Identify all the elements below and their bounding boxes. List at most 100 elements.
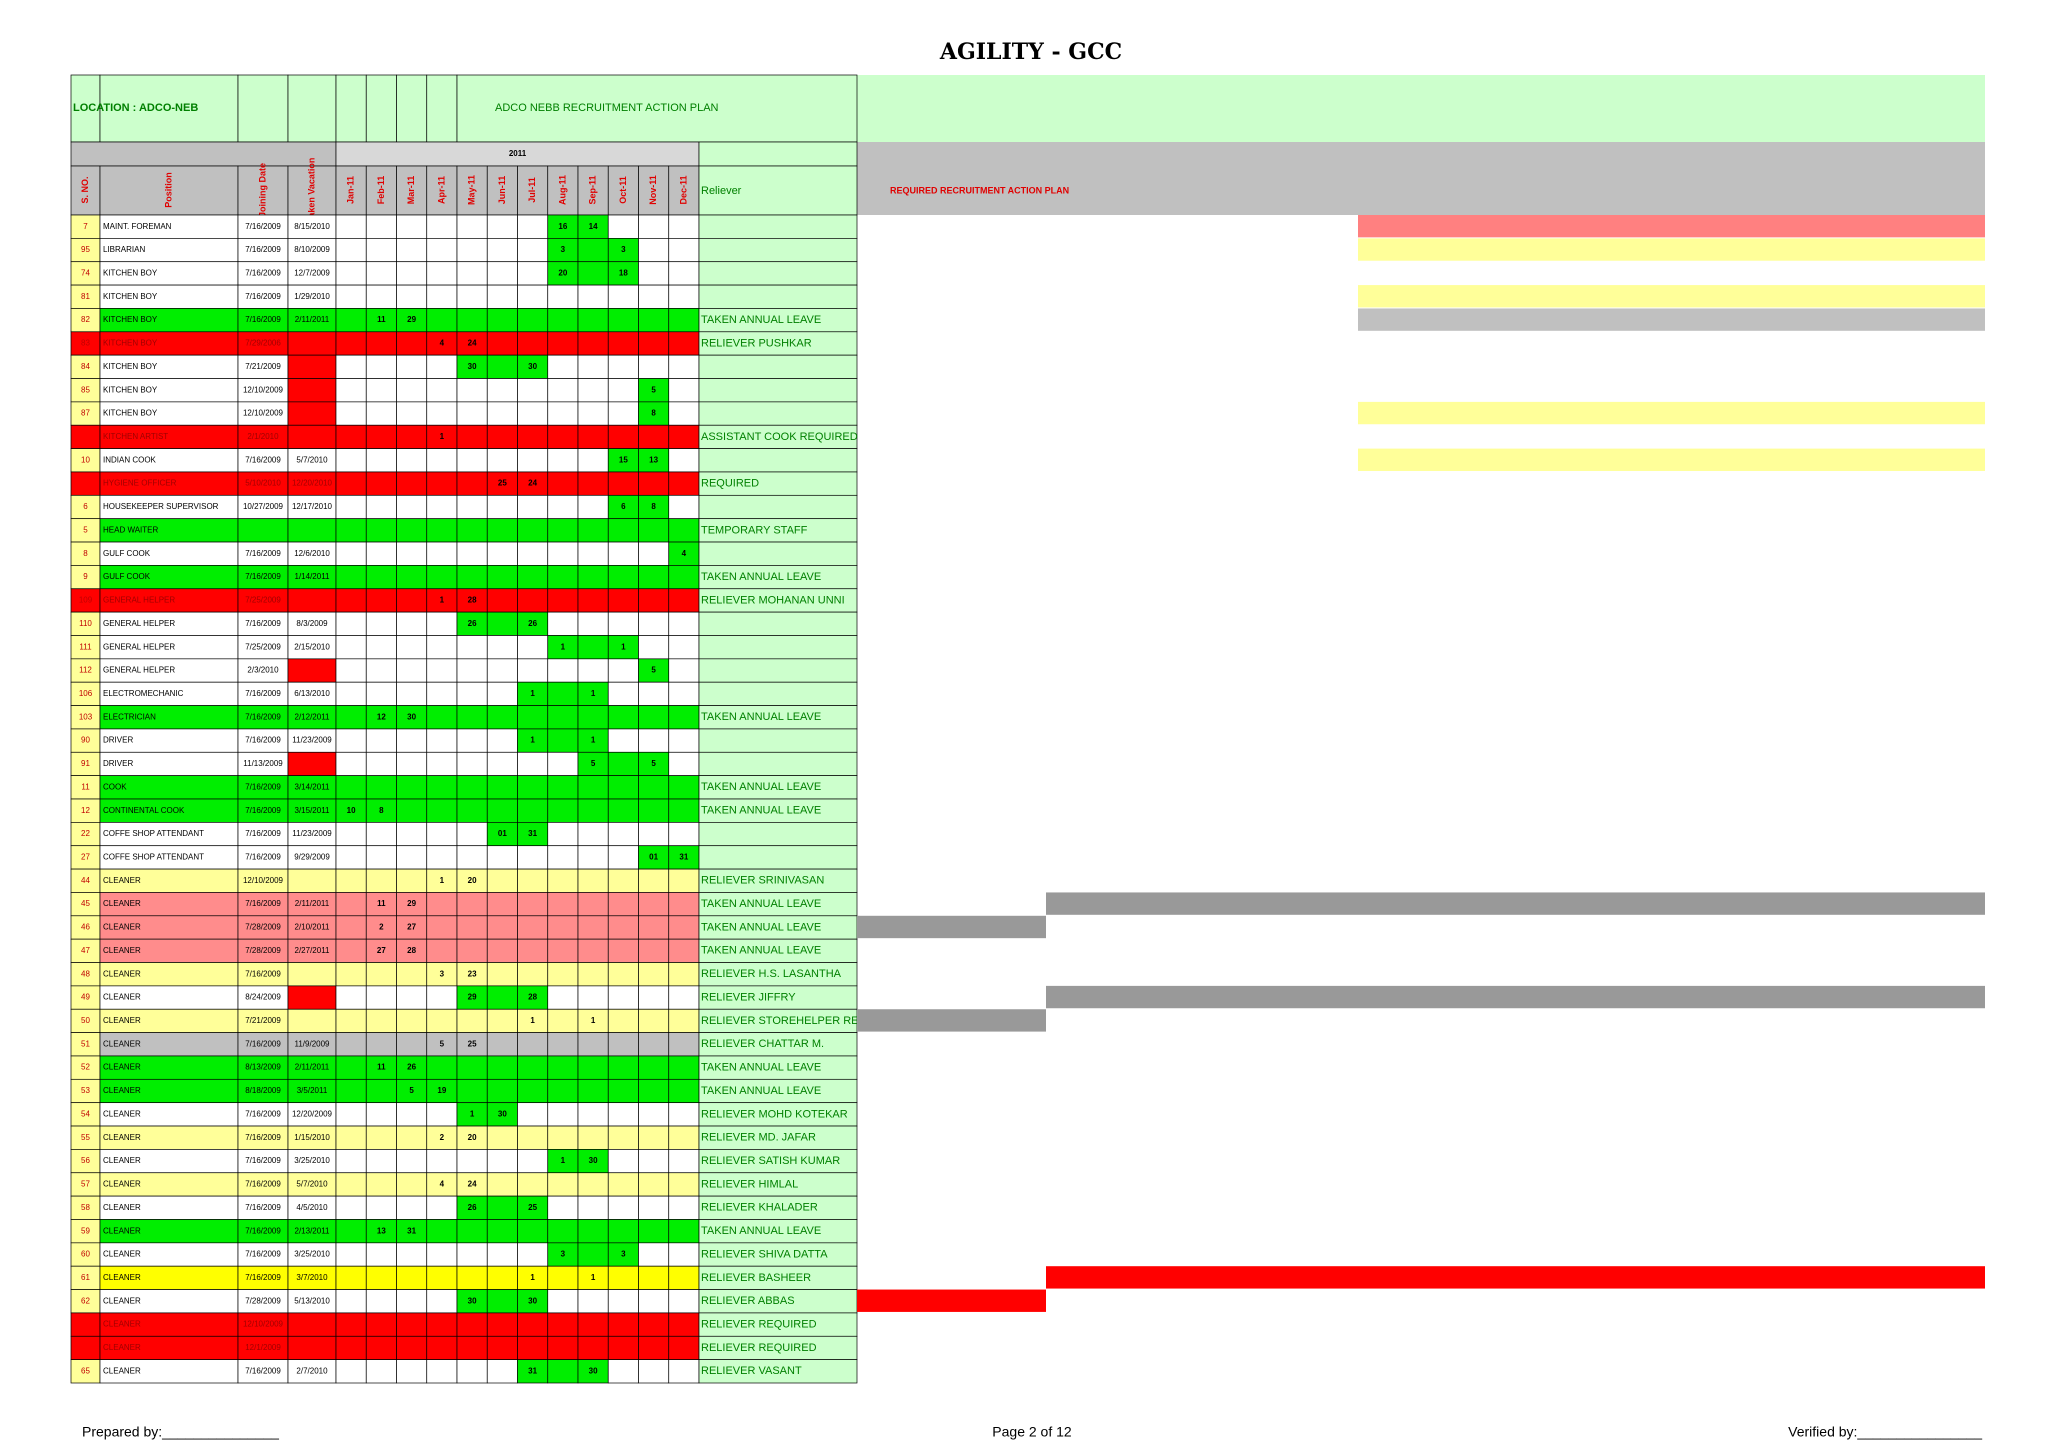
month-cell <box>486 681 518 706</box>
month-cell <box>486 541 518 566</box>
month-header-cell <box>577 165 609 216</box>
month-cell <box>577 261 609 286</box>
reliever-cell <box>698 284 858 309</box>
month-cell <box>396 1242 428 1267</box>
month-cell <box>517 308 549 333</box>
side-bar <box>1358 215 1985 238</box>
month-cell <box>335 401 367 426</box>
month-cell <box>365 658 397 683</box>
month-cell <box>456 845 488 870</box>
position: GULF COOK <box>103 572 151 581</box>
month-cell <box>517 1032 549 1057</box>
month-value: 19 <box>437 1086 446 1095</box>
reliever: TAKEN ANNUAL LEAVE <box>701 921 821 933</box>
month-cell <box>577 705 609 730</box>
month-cell <box>486 518 518 543</box>
month-cell <box>577 238 609 263</box>
vacation-cell <box>287 424 337 449</box>
sno: 90 <box>81 736 90 745</box>
month-value: 24 <box>468 1180 477 1189</box>
month-value: 4 <box>682 549 687 558</box>
month-cell <box>547 1265 579 1290</box>
vacation: 5/7/2010 <box>296 455 328 464</box>
month-cell <box>577 494 609 520</box>
month-cell <box>668 1055 700 1080</box>
month-cell <box>577 1289 609 1314</box>
month-value: 11 <box>377 899 386 908</box>
month-cell <box>335 588 367 613</box>
month-cell <box>365 401 397 426</box>
position: CLEANER <box>103 1109 141 1118</box>
month-cell <box>486 658 518 683</box>
month-cell <box>577 962 609 987</box>
position: KITCHEN ARTIST <box>103 432 168 441</box>
month-value: 1 <box>530 736 535 745</box>
month-cell <box>456 681 488 706</box>
month-cell <box>426 214 458 239</box>
position: GENERAL HELPER <box>103 596 175 605</box>
month-cell <box>668 611 700 636</box>
month-cell <box>426 448 458 473</box>
position: HYGIENE OFFICER <box>103 479 177 488</box>
side-bar <box>1358 308 1985 331</box>
page-number: Page 2 of 12 <box>992 1424 1072 1440</box>
sno: 83 <box>81 339 90 348</box>
month-cell <box>365 238 397 263</box>
side-bar <box>1046 892 1985 915</box>
month-cell <box>517 494 549 520</box>
month-cell <box>426 1312 458 1337</box>
sno: 54 <box>81 1109 90 1118</box>
joining: 8/13/2009 <box>245 1063 281 1072</box>
month-value: 3 <box>561 245 566 254</box>
month-cell <box>668 1312 700 1337</box>
month-cell <box>638 1195 670 1220</box>
vacation: 11/9/2009 <box>295 1039 331 1048</box>
joining: 2/3/2010 <box>247 666 279 675</box>
month-cell <box>335 565 367 590</box>
month-cell <box>547 354 579 379</box>
month-cell <box>335 541 367 566</box>
month-cell <box>517 1312 549 1337</box>
reliever-cell <box>698 401 858 426</box>
month-cell <box>456 261 488 286</box>
joining: 7/16/2009 <box>245 455 281 464</box>
month-value: 3 <box>621 245 626 254</box>
month-cell <box>396 1289 428 1314</box>
month-cell <box>426 1102 458 1127</box>
month-cell <box>396 681 428 706</box>
month-cell <box>486 1359 518 1384</box>
month-cell <box>638 588 670 613</box>
month-value: 1 <box>591 1273 596 1282</box>
month-value: 1 <box>591 689 596 698</box>
vacation: 4/5/2010 <box>296 1203 328 1212</box>
sno: 74 <box>81 269 90 278</box>
month-header: Oct-11 <box>618 176 628 204</box>
month-value: 5 <box>651 385 656 394</box>
month-cell <box>335 1219 367 1244</box>
month-cell <box>335 1055 367 1080</box>
month-cell <box>426 728 458 753</box>
month-header-cell <box>365 165 397 216</box>
vacation: 2/11/2011 <box>295 899 330 908</box>
month-cell <box>365 845 397 870</box>
month-cell <box>396 1195 428 1220</box>
reliever-cell <box>698 261 858 286</box>
position: KITCHEN BOY <box>103 385 158 394</box>
month-cell <box>486 494 518 520</box>
month-value: 15 <box>619 455 628 464</box>
month-value: 16 <box>558 222 567 231</box>
joining: 7/16/2009 <box>245 969 281 978</box>
month-value: 4 <box>440 1180 445 1189</box>
month-cell <box>638 1008 670 1033</box>
month-cell <box>517 378 549 403</box>
month-cell <box>607 1219 639 1244</box>
month-cell <box>607 658 639 683</box>
position: CLEANER <box>103 1086 141 1095</box>
month-cell <box>335 1008 367 1033</box>
month-cell <box>335 331 367 356</box>
month-cell <box>396 471 428 496</box>
month-cell <box>365 1195 397 1220</box>
month-cell <box>456 1149 488 1174</box>
vacation: 12/6/2010 <box>294 549 330 558</box>
month-cell <box>456 401 488 426</box>
